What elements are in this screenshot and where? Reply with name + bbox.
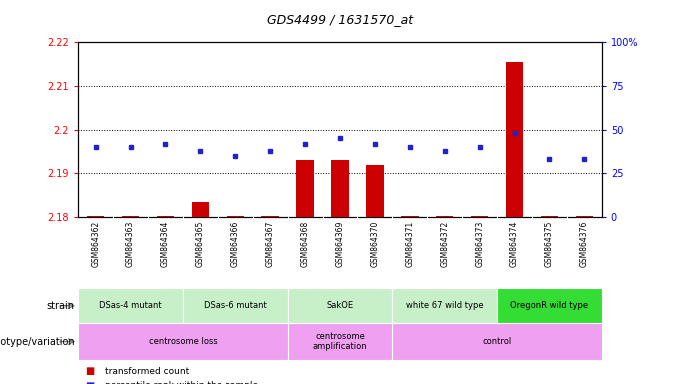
Bar [288,288,392,323]
Text: GSM864370: GSM864370 [371,220,379,267]
Text: centrosome
amplification: centrosome amplification [313,332,367,351]
Bar [87,216,105,217]
Bar [401,216,418,217]
Text: GSM864368: GSM864368 [301,220,309,267]
Bar [226,216,244,217]
Text: GSM864373: GSM864373 [475,220,484,267]
Bar [296,160,313,217]
Text: DSas-6 mutant: DSas-6 mutant [204,301,267,310]
Bar [392,323,602,360]
Text: GSM864376: GSM864376 [580,220,589,267]
Text: GSM864374: GSM864374 [510,220,519,267]
Text: GSM864365: GSM864365 [196,220,205,267]
Text: GSM864363: GSM864363 [126,220,135,267]
Text: GSM864369: GSM864369 [335,220,345,267]
Bar [331,160,349,217]
Bar [261,216,279,217]
Bar [392,288,497,323]
Text: DSas-4 mutant: DSas-4 mutant [99,301,162,310]
Text: GSM864362: GSM864362 [91,220,100,267]
Text: control: control [482,337,512,346]
Text: GSM864375: GSM864375 [545,220,554,267]
Text: centrosome loss: centrosome loss [148,337,218,346]
Text: GSM864364: GSM864364 [161,220,170,267]
Text: GSM864371: GSM864371 [405,220,414,267]
Text: GDS4499 / 1631570_at: GDS4499 / 1631570_at [267,13,413,26]
Text: genotype/variation: genotype/variation [0,336,75,347]
Bar [183,288,288,323]
Text: SakOE: SakOE [326,301,354,310]
Bar [156,216,174,217]
Bar [366,164,384,217]
Text: percentile rank within the sample: percentile rank within the sample [105,381,258,384]
Text: GSM864372: GSM864372 [440,220,449,267]
Bar [497,288,602,323]
Text: transformed count: transformed count [105,367,190,376]
Bar [471,216,488,217]
Bar [192,202,209,217]
Text: strain: strain [47,301,75,311]
Bar [506,62,524,217]
Text: GSM864366: GSM864366 [231,220,240,267]
Bar [122,216,139,217]
Text: ■: ■ [85,381,95,384]
Bar [288,323,392,360]
Text: white 67 wild type: white 67 wild type [406,301,483,310]
Bar [78,288,183,323]
Bar [436,216,454,217]
Bar [575,216,593,217]
Text: GSM864367: GSM864367 [266,220,275,267]
Text: ■: ■ [85,366,95,376]
Text: OregonR wild type: OregonR wild type [511,301,588,310]
Bar [541,216,558,217]
Bar [78,323,288,360]
